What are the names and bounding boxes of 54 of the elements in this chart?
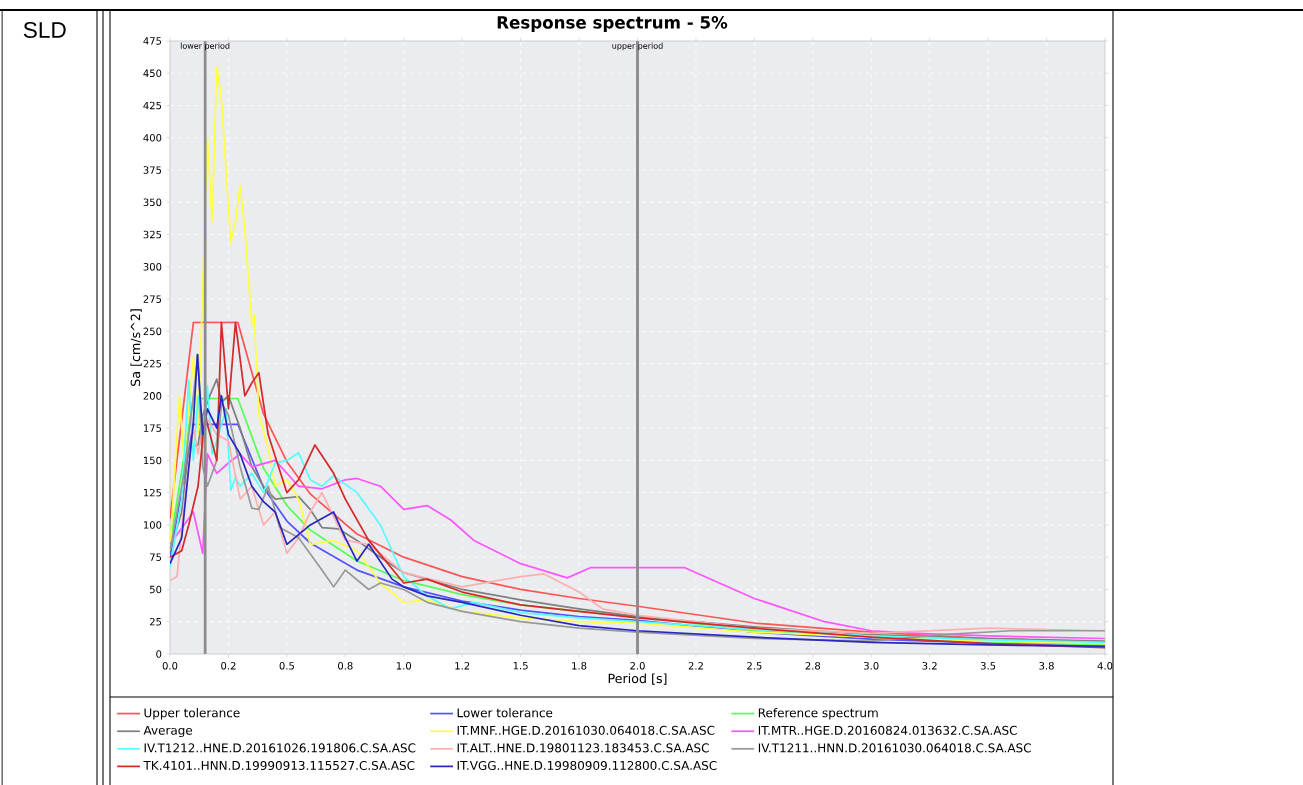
y-tick-label: 475 bbox=[143, 37, 162, 45]
x-tick-label: 1.2 bbox=[455, 662, 470, 670]
y-tick-label: 200 bbox=[143, 392, 162, 400]
y-tick-label: 25 bbox=[149, 617, 162, 626]
legend-label: IT.MTR..HGE.D.20160824.013632.C.SA.ASC bbox=[758, 725, 1017, 735]
y-tick-label: 50 bbox=[150, 585, 162, 594]
x-tick-label: 3.5 bbox=[980, 662, 996, 670]
y-tick-label: 425 bbox=[143, 101, 162, 110]
x-tick-label: 2.5 bbox=[747, 662, 762, 670]
y-tick-label: 350 bbox=[143, 198, 162, 207]
y-tick-label: 375 bbox=[143, 166, 162, 174]
y-tick-label: 400 bbox=[143, 134, 162, 142]
legend-label: IV.T1211..HNN.D.20161030.064018.C.SA.ASC bbox=[758, 743, 1031, 753]
y-tick-label: 150 bbox=[143, 456, 162, 465]
ref-line-label: upper period bbox=[612, 42, 663, 51]
chart-title: Response spectrum - 5% bbox=[497, 16, 728, 32]
y-tick-label: 225 bbox=[143, 359, 162, 368]
legend-label: Lower tolerance bbox=[457, 708, 553, 718]
y-tick-label: 100 bbox=[143, 521, 162, 529]
y-tick-label: 275 bbox=[143, 295, 162, 303]
x-tick-label: 0.5 bbox=[279, 662, 294, 670]
x-tick-label: 0.8 bbox=[338, 662, 353, 670]
x-tick-label: 3.8 bbox=[1039, 662, 1054, 670]
ref-line-label: lower period bbox=[180, 42, 230, 51]
y-tick-label: 450 bbox=[143, 69, 162, 78]
legend-label: IT.MNF..HGE.D.20161030.064018.C.SA.ASC bbox=[457, 725, 715, 735]
legend-label: IT.ALT..HNE.D.19801123.183453.C.SA.ASC bbox=[457, 743, 709, 753]
x-tick-label: 0.0 bbox=[162, 662, 178, 670]
legend-label: IV.T1212..HNE.D.20161026.191806.C.SA.ASC bbox=[144, 743, 416, 753]
y-tick-label: 75 bbox=[150, 553, 162, 561]
legend-label: TK.4101..HNN.D.19990913.115527.C.SA.ASC bbox=[143, 760, 415, 771]
x-tick-label: 2.2 bbox=[688, 662, 703, 670]
legend-label: Reference spectrum bbox=[758, 708, 878, 720]
x-tick-label: 1.0 bbox=[396, 662, 412, 670]
y-tick-label: 300 bbox=[143, 263, 162, 271]
x-tick-label: 2.0 bbox=[630, 662, 645, 670]
x-tick-label: 0.2 bbox=[221, 662, 236, 670]
y-tick-label: 175 bbox=[143, 424, 162, 432]
legend-label: IT.VGG..HNE.D.19980909.112800.C.SA.ASC bbox=[457, 760, 717, 771]
legend-label: Upper tolerance bbox=[144, 708, 240, 720]
y-axis-title: Sa [cm/s^2] bbox=[130, 309, 142, 386]
legend-label: Average bbox=[143, 725, 193, 738]
y-tick-label: 125 bbox=[143, 488, 162, 497]
x-tick-label: 3.0 bbox=[864, 662, 879, 670]
x-tick-label: 3.2 bbox=[922, 662, 937, 670]
y-tick-label: 250 bbox=[143, 327, 162, 336]
x-tick-label: 1.5 bbox=[513, 662, 528, 670]
x-tick-label: 1.8 bbox=[572, 662, 587, 670]
y-tick-label: 325 bbox=[143, 230, 162, 239]
text: SLD bbox=[23, 21, 66, 39]
x-tick-label: 2.8 bbox=[805, 662, 821, 670]
y-tick-label: 0 bbox=[156, 650, 162, 658]
x-tick-label: 4.0 bbox=[1097, 662, 1113, 670]
x-axis-title: Period [s] bbox=[608, 673, 667, 685]
